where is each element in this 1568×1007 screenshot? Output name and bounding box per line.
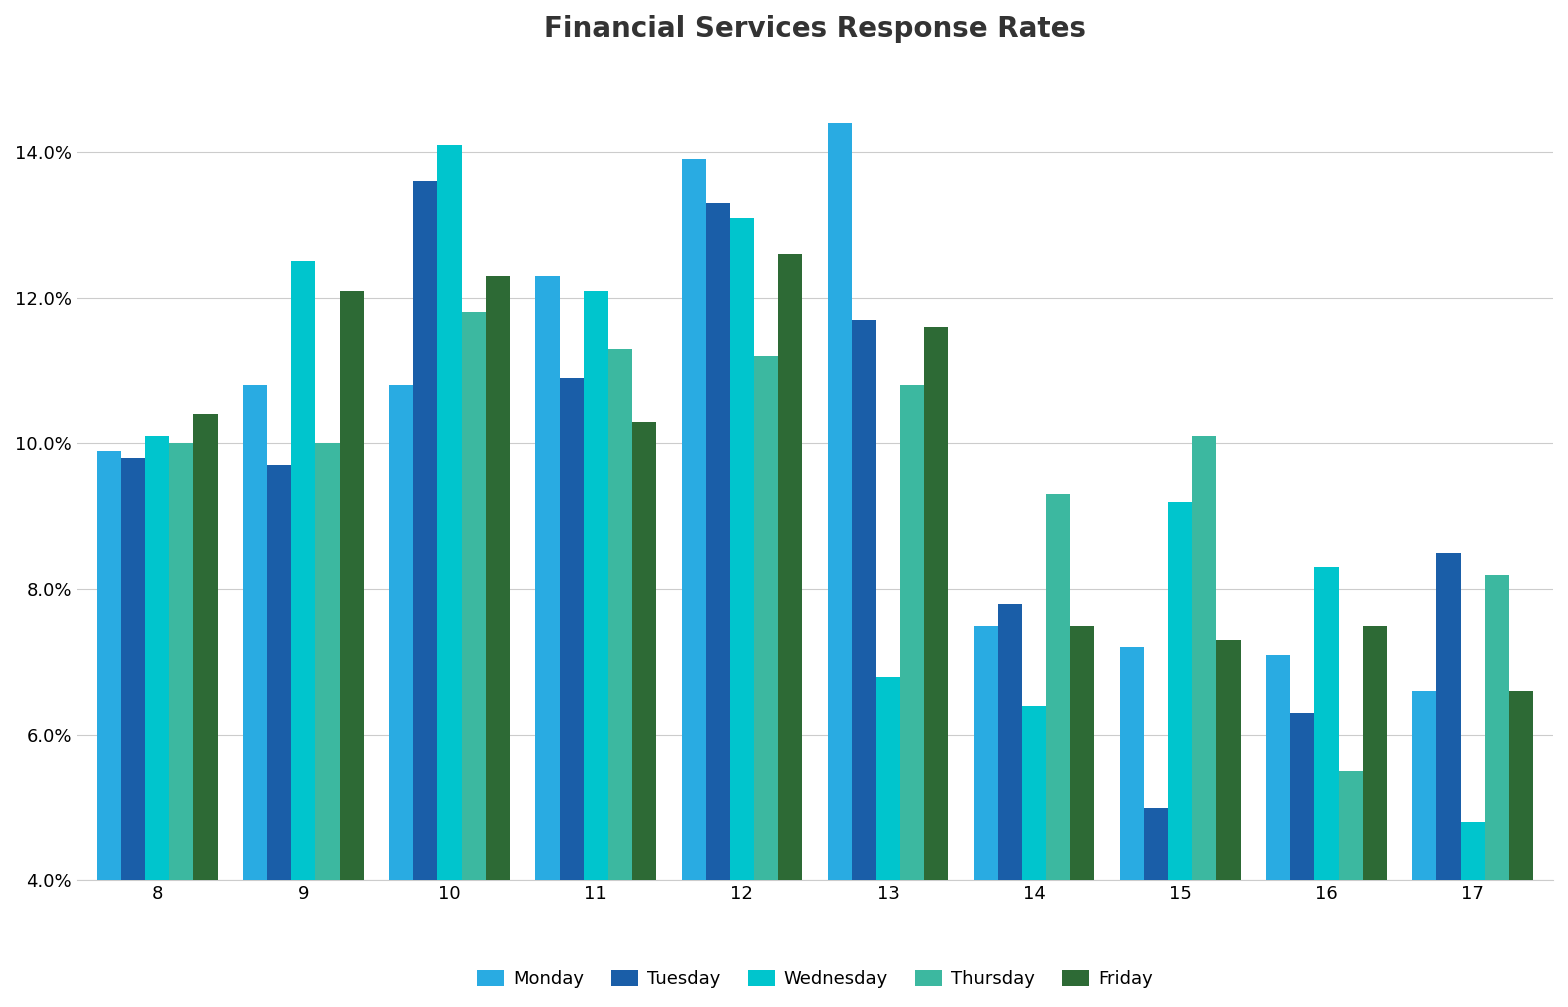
Bar bbox=[1022, 706, 1046, 880]
Bar bbox=[1217, 640, 1240, 880]
Legend: Monday, Tuesday, Wednesday, Thursday, Friday: Monday, Tuesday, Wednesday, Thursday, Fr… bbox=[470, 963, 1160, 996]
Bar bbox=[1290, 713, 1314, 880]
Bar bbox=[1460, 822, 1485, 880]
Bar bbox=[1192, 436, 1217, 880]
Bar bbox=[461, 312, 486, 880]
Bar bbox=[1120, 648, 1145, 880]
Bar bbox=[877, 677, 900, 880]
Bar bbox=[706, 203, 729, 880]
Bar bbox=[974, 625, 997, 880]
Bar bbox=[632, 422, 655, 880]
Bar bbox=[292, 262, 315, 880]
Bar bbox=[560, 378, 583, 880]
Bar bbox=[414, 181, 437, 880]
Bar bbox=[1046, 494, 1071, 880]
Bar bbox=[243, 386, 267, 880]
Title: Financial Services Response Rates: Financial Services Response Rates bbox=[544, 15, 1087, 43]
Bar bbox=[729, 218, 754, 880]
Bar bbox=[193, 414, 218, 880]
Bar bbox=[1267, 655, 1290, 880]
Bar bbox=[340, 291, 364, 880]
Bar bbox=[778, 254, 803, 880]
Bar bbox=[267, 465, 292, 880]
Bar bbox=[583, 291, 608, 880]
Bar bbox=[1436, 553, 1460, 880]
Bar bbox=[851, 319, 877, 880]
Bar bbox=[486, 276, 510, 880]
Bar bbox=[1145, 808, 1168, 880]
Bar bbox=[121, 458, 146, 880]
Bar bbox=[1314, 567, 1339, 880]
Bar bbox=[315, 443, 340, 880]
Bar bbox=[389, 386, 414, 880]
Bar bbox=[1363, 625, 1386, 880]
Bar bbox=[1339, 771, 1363, 880]
Bar bbox=[169, 443, 193, 880]
Bar bbox=[682, 159, 706, 880]
Bar bbox=[754, 356, 778, 880]
Bar bbox=[1508, 691, 1534, 880]
Bar bbox=[608, 348, 632, 880]
Bar bbox=[924, 327, 949, 880]
Bar bbox=[828, 123, 851, 880]
Bar bbox=[1168, 501, 1192, 880]
Bar bbox=[997, 604, 1022, 880]
Bar bbox=[1485, 575, 1508, 880]
Bar bbox=[437, 145, 461, 880]
Bar bbox=[900, 386, 924, 880]
Bar bbox=[535, 276, 560, 880]
Bar bbox=[97, 451, 121, 880]
Bar bbox=[1413, 691, 1436, 880]
Bar bbox=[146, 436, 169, 880]
Bar bbox=[1071, 625, 1094, 880]
